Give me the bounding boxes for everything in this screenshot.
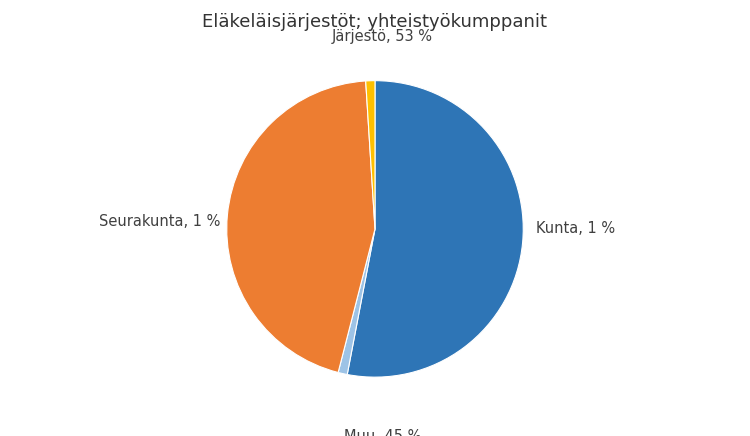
Title: Eläkeläisjärjestöt; yhteistyökumppanit: Eläkeläisjärjestöt; yhteistyökumppanit	[202, 13, 548, 31]
Text: Muu, 45 %: Muu, 45 %	[344, 429, 421, 436]
Text: Kunta, 1 %: Kunta, 1 %	[536, 221, 615, 236]
Wedge shape	[226, 81, 375, 372]
Text: Seurakunta, 1 %: Seurakunta, 1 %	[99, 214, 220, 229]
Wedge shape	[347, 81, 524, 377]
Wedge shape	[366, 81, 375, 229]
Wedge shape	[338, 229, 375, 375]
Text: Järjestö, 53 %: Järjestö, 53 %	[332, 29, 433, 44]
